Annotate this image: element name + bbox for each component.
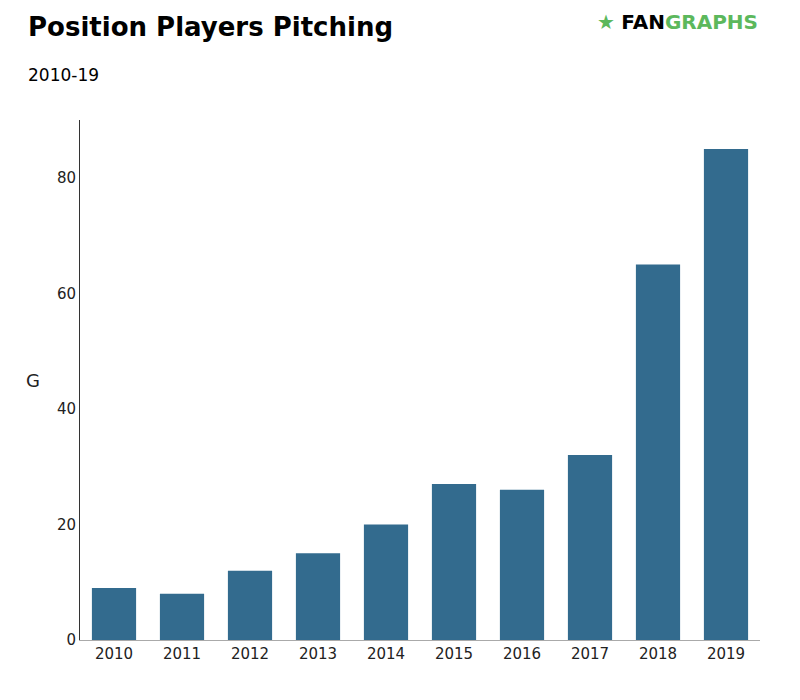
svg-text:80: 80 xyxy=(57,169,76,187)
svg-text:2010-19: 2010-19 xyxy=(28,65,99,85)
svg-text:2011: 2011 xyxy=(163,645,201,663)
svg-text:0: 0 xyxy=(66,631,76,649)
svg-text:2016: 2016 xyxy=(503,645,541,663)
svg-text:2014: 2014 xyxy=(367,645,405,663)
svg-text:40: 40 xyxy=(57,400,76,418)
svg-text:2012: 2012 xyxy=(231,645,269,663)
svg-text:2013: 2013 xyxy=(299,645,337,663)
svg-text:G: G xyxy=(26,370,40,391)
svg-text:Position Players Pitching: Position Players Pitching xyxy=(28,12,393,42)
svg-text:2015: 2015 xyxy=(435,645,473,663)
svg-text:★ FANGRAPHS: ★ FANGRAPHS xyxy=(597,10,758,34)
svg-text:2010: 2010 xyxy=(95,645,133,663)
svg-text:2018: 2018 xyxy=(639,645,677,663)
svg-text:2017: 2017 xyxy=(571,645,609,663)
svg-text:60: 60 xyxy=(57,285,76,303)
svg-text:2019: 2019 xyxy=(707,645,745,663)
svg-text:20: 20 xyxy=(57,516,76,534)
